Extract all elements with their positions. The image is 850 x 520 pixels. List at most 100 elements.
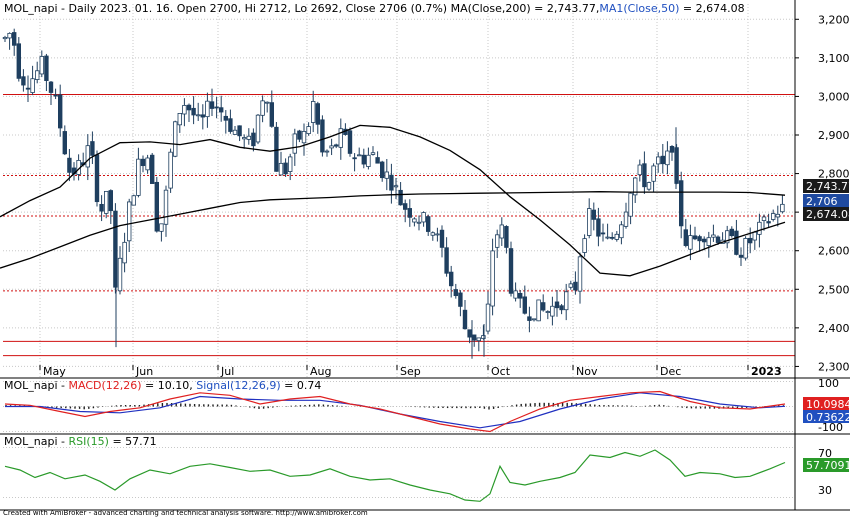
candle-body	[306, 126, 311, 135]
candle-body	[127, 201, 132, 242]
price-y-tick-label: 3,000	[818, 90, 850, 103]
candle-body	[738, 254, 744, 258]
candle-body	[25, 87, 31, 90]
candle-body	[108, 190, 113, 212]
candle-body	[218, 107, 224, 113]
ma200-tag-text: 2,743.77	[806, 180, 850, 193]
candle-body	[292, 133, 297, 154]
candle-body	[287, 156, 293, 172]
candle-body	[320, 119, 325, 153]
candle-body	[30, 78, 35, 93]
ma50-value-tag: 2,674.08	[803, 207, 850, 221]
rsi-y-tick-70: 70	[818, 447, 832, 460]
candle-body	[702, 238, 707, 243]
candle-body	[16, 43, 21, 79]
candle-body	[458, 292, 463, 307]
candle-body	[665, 150, 670, 166]
candle-body	[232, 129, 238, 135]
candle-body	[439, 229, 445, 248]
macd-tag-text: 10.0984	[806, 398, 850, 411]
candle-body	[370, 152, 376, 155]
candle-body	[278, 162, 284, 176]
signal-tag-box	[803, 410, 849, 423]
candle-body	[274, 126, 279, 172]
candle-body	[53, 94, 58, 97]
date-tick-label: 2023	[751, 365, 782, 378]
candle-body	[283, 162, 288, 175]
candle-body	[264, 101, 270, 104]
candle-body	[656, 156, 661, 165]
candle-body	[743, 238, 748, 259]
candle-body	[251, 132, 256, 147]
macd-panel: MOL_napi - MACD(12,26) = 10.10, Signal(1…	[3, 377, 850, 434]
date-tick-label: Jun	[135, 365, 153, 378]
candle-body	[761, 216, 767, 221]
candle-body	[435, 233, 440, 236]
macd-y-tick-minus100: -100	[818, 421, 843, 434]
candle-body	[605, 236, 610, 239]
price-grid	[3, 4, 795, 378]
candle-body	[402, 203, 408, 210]
candle-body	[711, 234, 716, 238]
ma200-value-tag: 2,743.77	[803, 179, 850, 193]
rsi-line	[4, 449, 786, 502]
candle-body	[596, 218, 601, 237]
ma50-tag-text: 2,674.08	[806, 208, 850, 221]
candle-body	[550, 305, 555, 317]
rsi-panel: MOL_napi - RSI(15) = 57.71 70 30 57.7091	[3, 435, 850, 502]
date-tick-label: May	[43, 365, 66, 378]
candle-body	[651, 165, 656, 182]
candle-body	[706, 237, 711, 246]
candle-body	[499, 224, 504, 239]
price-y-tick-label: 2,900	[818, 129, 850, 142]
rsi-grid	[3, 447, 795, 498]
macd-tag-box	[803, 397, 849, 410]
candle-body	[347, 130, 353, 154]
rsi-tag-box	[803, 458, 849, 472]
candle-body	[269, 102, 274, 127]
candle-body	[159, 223, 164, 232]
candle-body	[444, 247, 449, 274]
candle-body	[628, 192, 633, 217]
date-tick-label: Dec	[660, 365, 681, 378]
candle-body	[476, 337, 481, 342]
candle-body	[536, 299, 541, 322]
candle-body	[467, 329, 472, 338]
candle-body	[577, 256, 583, 292]
candle-body	[361, 154, 366, 165]
candle-body	[163, 189, 169, 225]
candle-body	[462, 309, 468, 330]
candle-body	[416, 221, 422, 224]
candle-body	[508, 248, 514, 294]
candle-body	[35, 70, 40, 80]
candle-body	[600, 232, 606, 235]
date-x-axis: May Jun Jul Aug Sep Oct Nov Dec 2023	[39, 365, 782, 378]
candle-body	[104, 190, 109, 214]
candle-body	[587, 208, 592, 236]
candle-body	[99, 203, 104, 212]
candle-body	[21, 76, 26, 86]
candle-body	[697, 236, 702, 242]
candle-body	[241, 137, 247, 140]
price-y-axis: 3,2003,1003,0002,9002,8002,7002,6002,500…	[795, 13, 850, 373]
candle-body	[214, 106, 219, 109]
candle-body	[329, 145, 334, 149]
candle-body	[683, 229, 688, 246]
close-tag-text: 2,706	[806, 195, 838, 208]
candle-body	[246, 135, 251, 140]
candle-body	[748, 237, 753, 244]
candle-body	[610, 236, 615, 239]
candle-body	[637, 164, 642, 176]
candle-body	[384, 171, 389, 179]
candle-body	[301, 131, 307, 144]
price-panel-title: MOL_napi - Daily 2023. 01. 16. Open 2700…	[4, 2, 745, 15]
candle-body	[531, 318, 537, 321]
candle-body	[541, 302, 546, 311]
price-y-tick-label: 3,200	[818, 13, 850, 26]
candle-body	[191, 107, 196, 116]
candle-body	[140, 158, 146, 167]
candle-body	[39, 56, 44, 75]
candle-body	[725, 230, 730, 244]
candle-body	[338, 128, 343, 148]
